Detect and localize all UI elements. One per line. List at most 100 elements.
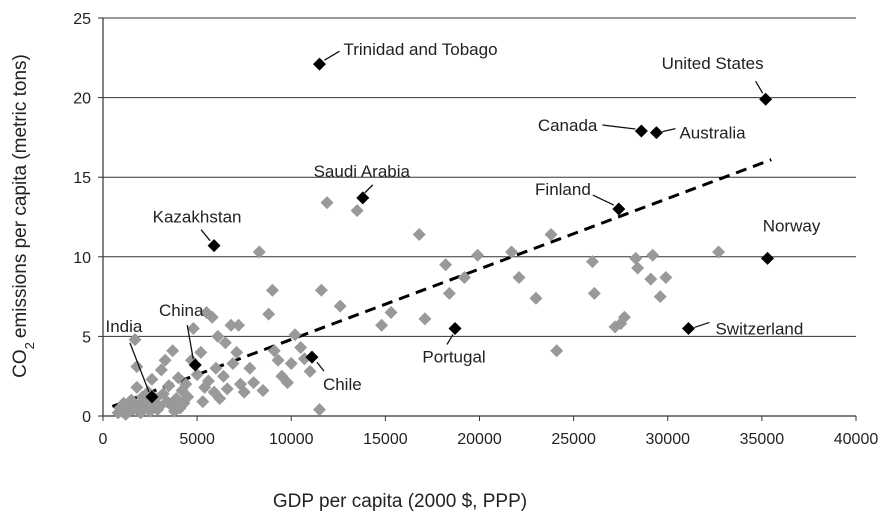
y-tick-label-25: 25 [73, 11, 91, 28]
leader-line-china [186, 324, 194, 360]
x-tick-label-0: 0 [99, 431, 108, 448]
axes [98, 17, 857, 421]
data-point-other-105 [712, 245, 726, 259]
data-point-other-28 [162, 379, 176, 393]
data-point-united-states [759, 92, 773, 106]
data-point-other-67 [267, 344, 281, 358]
y-axis-title: CO2 emissions per capita (metric tons) [10, 54, 37, 378]
data-point-other-88 [471, 248, 485, 262]
point-labels: Trinidad and Tobago United States Canada Au… [106, 40, 821, 394]
data-point-other-92 [544, 228, 558, 242]
other-countries-series [111, 196, 726, 421]
regression-trend-line [111, 158, 772, 408]
data-point-portugal [448, 321, 462, 335]
data-point-other-68 [271, 353, 285, 367]
data-point-other-62 [247, 376, 261, 390]
data-point-other-87 [457, 270, 471, 284]
data-point-other-47 [205, 310, 219, 324]
data-point-australia [649, 126, 663, 140]
point-label-switzerland: Switzerland [715, 319, 803, 338]
data-point-other-60 [237, 385, 251, 399]
data-point-other-50 [211, 329, 225, 343]
data-point-other-26 [158, 353, 172, 367]
data-point-other-95 [587, 286, 601, 300]
leader-line-saudi-arabia [364, 184, 374, 194]
data-point-other-73 [294, 341, 308, 355]
y-axis-title-rest: emissions per capita (metric tons) [10, 54, 31, 338]
labeled-countries-series [145, 57, 775, 404]
data-point-finland [612, 202, 626, 216]
data-point-trinidad-and-tobago [312, 57, 326, 71]
data-point-other-19 [145, 372, 159, 386]
data-point-other-41 [190, 368, 204, 382]
point-label-canada: Canada [538, 116, 598, 135]
point-label-finland: Finland [535, 180, 591, 199]
data-point-other-103 [653, 290, 667, 304]
point-label-india: India [106, 317, 143, 336]
point-label-united-states: United States [662, 54, 764, 73]
data-point-other-43 [196, 395, 210, 409]
data-point-other-104 [659, 270, 673, 284]
data-point-other-52 [216, 369, 230, 383]
data-point-other-75 [303, 364, 317, 378]
data-point-other-86 [442, 286, 456, 300]
x-tick-label-5000: 5000 [179, 431, 215, 448]
y-axis-title-subscript: 2 [22, 342, 37, 349]
leader-line-canada [602, 124, 636, 130]
leader-line-portugal [446, 334, 454, 345]
data-point-other-56 [226, 356, 240, 370]
data-point-other-101 [644, 272, 658, 286]
data-point-other-33 [171, 371, 185, 385]
data-point-other-85 [439, 258, 453, 272]
data-point-other-102 [646, 248, 660, 262]
data-point-other-71 [284, 356, 298, 370]
data-point-other-79 [333, 299, 347, 313]
data-point-other-98 [617, 310, 631, 324]
leader-line-kazakhstan [200, 229, 211, 242]
data-point-other-9 [128, 333, 142, 347]
data-point-other-90 [512, 270, 526, 284]
data-point-other-100 [631, 261, 645, 275]
data-point-other-11 [130, 380, 144, 394]
data-point-other-42 [194, 345, 208, 359]
y-tick-label-5: 5 [82, 329, 91, 346]
point-label-australia: Australia [679, 124, 746, 143]
data-point-other-64 [256, 384, 270, 398]
point-label-saudi-arabia: Saudi Arabia [314, 162, 411, 181]
data-point-other-63 [252, 245, 266, 259]
y-tick-label-20: 20 [73, 91, 91, 108]
y-tick-label-0: 0 [82, 409, 91, 426]
data-point-other-78 [320, 196, 334, 210]
data-point-other-70 [280, 376, 294, 390]
data-point-other-24 [154, 363, 168, 377]
data-point-other-49 [209, 361, 223, 375]
data-point-other-65 [262, 307, 276, 321]
x-tick-label-35000: 35000 [740, 431, 785, 448]
data-point-other-3 [117, 396, 131, 410]
data-point-other-94 [585, 255, 599, 269]
point-label-portugal: Portugal [422, 347, 485, 366]
data-point-other-66 [265, 283, 279, 297]
x-tick-label-15000: 15000 [363, 431, 408, 448]
x-tick-label-20000: 20000 [457, 431, 502, 448]
leader-line-australia [662, 127, 676, 133]
data-point-other-77 [314, 283, 328, 297]
gridlines [103, 17, 856, 337]
point-label-norway: Norway [763, 216, 821, 235]
leader-line-united-states [755, 80, 764, 94]
data-point-other-54 [220, 382, 234, 396]
point-label-trinidad-and-tobago: Trinidad and Tobago [343, 40, 497, 59]
y-axis-title-main: CO [10, 349, 31, 378]
data-point-other-84 [418, 312, 432, 326]
data-point-kazakhstan [207, 239, 221, 253]
data-point-other-99 [629, 251, 643, 265]
data-point-other-37 [179, 377, 193, 391]
data-point-other-93 [550, 344, 564, 358]
data-point-other-72 [288, 328, 302, 342]
label-leader-lines [129, 50, 764, 393]
data-point-other-57 [230, 345, 244, 359]
data-point-other-40 [186, 321, 200, 335]
data-point-other-51 [213, 391, 227, 405]
x-tick-label-40000: 40000 [834, 431, 879, 448]
